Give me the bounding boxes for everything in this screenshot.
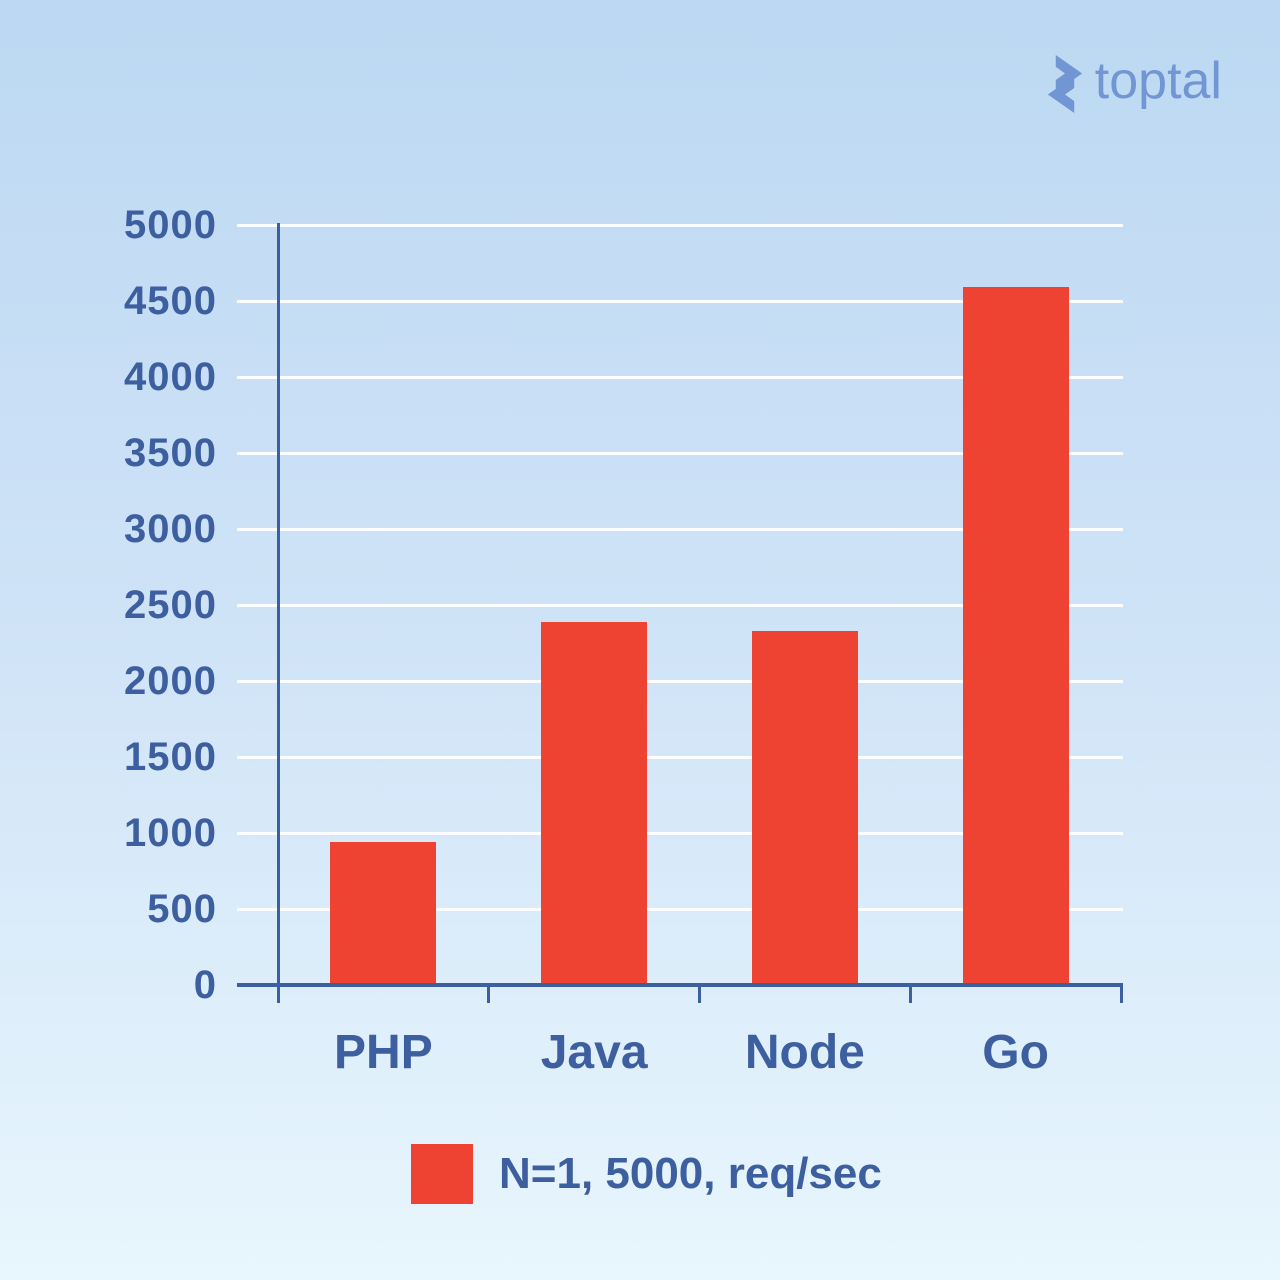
x-category-label-node: Node — [744, 1026, 865, 1079]
bar-java — [541, 621, 648, 985]
y-tick-label-2500: 2500 — [124, 583, 217, 627]
y-tick-label-3500: 3500 — [124, 431, 217, 475]
gridline-1500 — [237, 755, 1123, 759]
y-tick-label-5000: 5000 — [124, 203, 217, 247]
toptal-logo-text: toptal — [1094, 52, 1222, 110]
toptal-logo: toptal — [1042, 55, 1222, 113]
y-tick-label-4000: 4000 — [124, 355, 217, 399]
x-axis-tick-2 — [698, 985, 701, 1003]
toptal-logo-mark — [1047, 55, 1082, 113]
chart-legend: N=1, 5000, req/sec — [411, 1144, 882, 1204]
legend-swatch — [411, 1144, 473, 1204]
y-tick-label-1500: 1500 — [124, 735, 217, 779]
x-axis-tick-4 — [1119, 985, 1123, 1003]
gridline-1000 — [237, 831, 1123, 835]
x-category-label-go: Go — [982, 1026, 1049, 1079]
bar-node — [751, 630, 858, 985]
gridline-3500 — [237, 451, 1123, 455]
gridline-3000 — [237, 527, 1123, 531]
y-tick-label-3000: 3000 — [124, 507, 217, 551]
x-axis-tick-1 — [487, 985, 491, 1003]
y-tick-label-4500: 4500 — [124, 279, 217, 323]
x-axis — [237, 983, 1123, 987]
bar-php — [330, 842, 437, 985]
bar-go — [962, 287, 1069, 985]
x-category-label-java: Java — [540, 1026, 648, 1079]
gridline-4000 — [237, 375, 1123, 379]
gridline-2500 — [237, 603, 1123, 607]
gridline-500 — [237, 907, 1123, 911]
y-tick-label-2000: 2000 — [124, 659, 217, 703]
gridline-2000 — [237, 679, 1123, 683]
y-tick-label-1000: 1000 — [124, 811, 217, 855]
gridline-5000 — [237, 223, 1123, 227]
y-axis — [276, 223, 280, 1003]
legend-label: N=1, 5000, req/sec — [499, 1149, 882, 1198]
y-tick-label-0: 0 — [193, 963, 217, 1007]
gridline-4500 — [237, 299, 1123, 303]
y-tick-label-500: 500 — [147, 887, 217, 931]
x-axis-tick-3 — [908, 985, 912, 1003]
x-category-label-php: PHP — [334, 1026, 433, 1079]
